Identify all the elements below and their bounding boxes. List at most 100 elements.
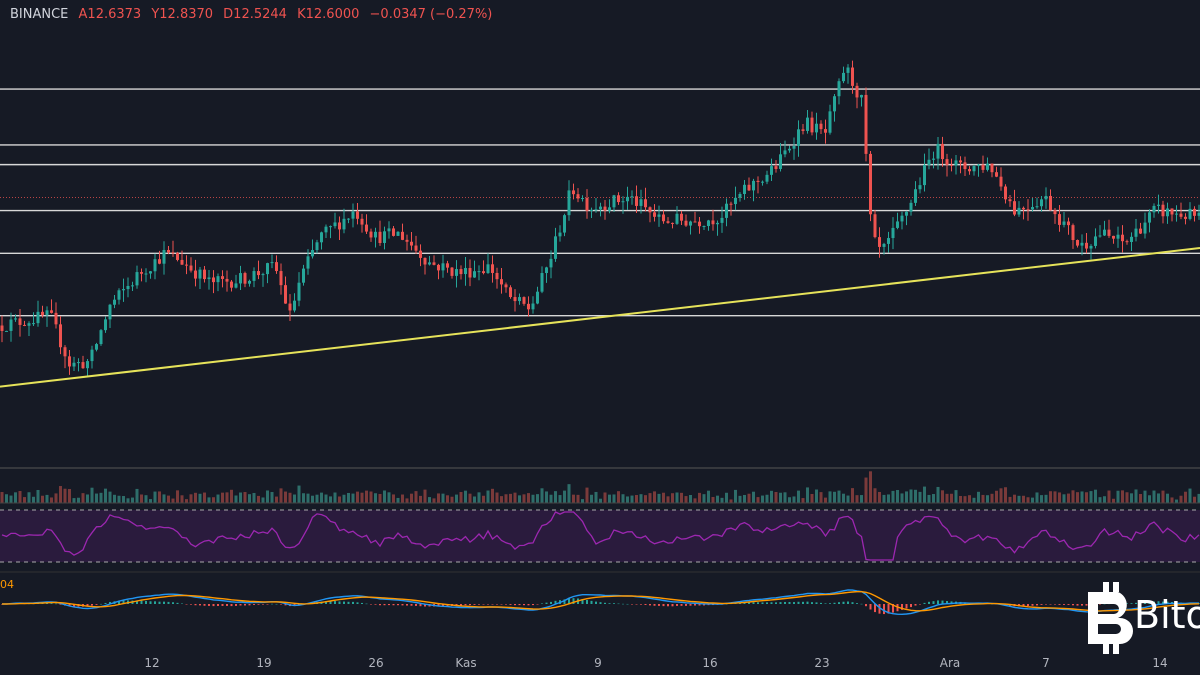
candle — [747, 177, 751, 192]
volume-bar — [1094, 489, 1097, 503]
volume-bar — [414, 491, 418, 503]
candle — [72, 356, 76, 371]
candle — [333, 212, 337, 229]
macd-histogram-bar — [631, 604, 633, 605]
macd-histogram-bar — [815, 602, 818, 604]
candle-body — [27, 323, 31, 326]
candle-body — [1152, 205, 1156, 213]
candle — [716, 220, 719, 236]
candle-body — [104, 319, 107, 331]
candle — [257, 260, 260, 280]
volume-bar — [914, 489, 917, 503]
volume-bar — [558, 495, 562, 503]
macd-histogram-bar — [1031, 604, 1034, 606]
candle — [833, 94, 836, 122]
macd-histogram-bar — [253, 604, 255, 605]
candle — [864, 87, 868, 162]
macd-histogram-bar — [662, 604, 665, 607]
candle — [734, 186, 737, 211]
candle — [666, 217, 670, 224]
candle — [59, 316, 62, 355]
macd-histogram-bar — [406, 604, 408, 606]
candle — [783, 140, 787, 158]
macd-histogram-bar — [923, 602, 926, 604]
candle-body — [878, 237, 881, 247]
watermark-text: Bito — [1134, 593, 1200, 637]
macd-histogram-bar — [257, 604, 260, 605]
candle — [347, 218, 350, 224]
candle-body — [1031, 207, 1034, 210]
macd-histogram-bar — [469, 604, 471, 606]
candle-body — [293, 300, 296, 311]
candle — [882, 242, 886, 255]
volume-bar — [383, 490, 386, 503]
candle-body — [473, 271, 476, 278]
macd-histogram-bar — [937, 600, 939, 604]
volume-bar — [333, 492, 337, 503]
volume-bar — [1125, 492, 1129, 503]
candle-body — [342, 218, 346, 230]
volume-bar — [585, 487, 589, 503]
candle — [531, 296, 535, 314]
volume-bar — [104, 488, 107, 503]
candle — [167, 245, 170, 255]
macd-histogram-bar — [851, 602, 854, 604]
candle-body — [1035, 206, 1039, 208]
candle — [243, 271, 247, 288]
candle — [1067, 217, 1070, 235]
candle — [698, 217, 701, 234]
candle — [383, 226, 386, 250]
volume-bar — [1040, 495, 1043, 503]
candle — [1139, 222, 1142, 234]
candle — [765, 170, 769, 185]
macd-histogram-bar — [415, 604, 417, 606]
volume-bar — [1026, 497, 1030, 503]
macd-histogram-bar — [460, 604, 462, 606]
volume-bar — [711, 496, 715, 503]
candle — [635, 185, 638, 213]
candle — [923, 153, 926, 192]
volume-bar — [45, 494, 49, 503]
macd-histogram-bar — [752, 602, 755, 604]
candle — [185, 255, 188, 275]
candle — [1112, 235, 1115, 244]
volume-bar — [234, 495, 238, 503]
macd-histogram-bar — [442, 604, 444, 607]
volume-bar — [801, 498, 805, 503]
volume-bar — [477, 492, 481, 503]
macd-histogram-bar — [608, 603, 611, 604]
symbol-header: BINANCE A12.6373 Y12.8370 D12.5244 K12.6… — [10, 7, 498, 22]
candle — [126, 277, 130, 298]
volume-bar — [261, 497, 265, 503]
candle-body — [302, 268, 305, 283]
macd-histogram-bar — [361, 602, 363, 604]
candle — [891, 217, 895, 250]
macd-histogram-bar — [1072, 604, 1074, 606]
candle — [171, 240, 175, 257]
volume-bar — [135, 488, 139, 503]
macd-histogram-bar — [590, 600, 593, 604]
volume-bar — [54, 493, 58, 503]
macd-histogram-bar — [1076, 604, 1079, 606]
macd-histogram-bar — [676, 604, 678, 606]
volume-bar — [509, 493, 512, 503]
candle-body — [90, 349, 94, 362]
candle-body — [450, 267, 454, 276]
volume-bar — [266, 490, 269, 503]
candle-body — [590, 210, 593, 212]
candle — [1107, 219, 1111, 238]
volume-bar — [243, 492, 247, 503]
candle — [288, 294, 292, 321]
candle-body — [230, 281, 233, 288]
volume-bar — [1044, 494, 1048, 503]
volume-bar — [212, 497, 215, 503]
candle — [693, 211, 697, 223]
volume-bar — [99, 492, 103, 503]
candle-body — [491, 264, 494, 273]
macd-histogram-bar — [491, 604, 494, 605]
volume-bar — [527, 493, 530, 503]
macd-histogram-bar — [55, 603, 57, 605]
macd-histogram-bar — [145, 600, 147, 604]
candle-body — [437, 264, 440, 271]
